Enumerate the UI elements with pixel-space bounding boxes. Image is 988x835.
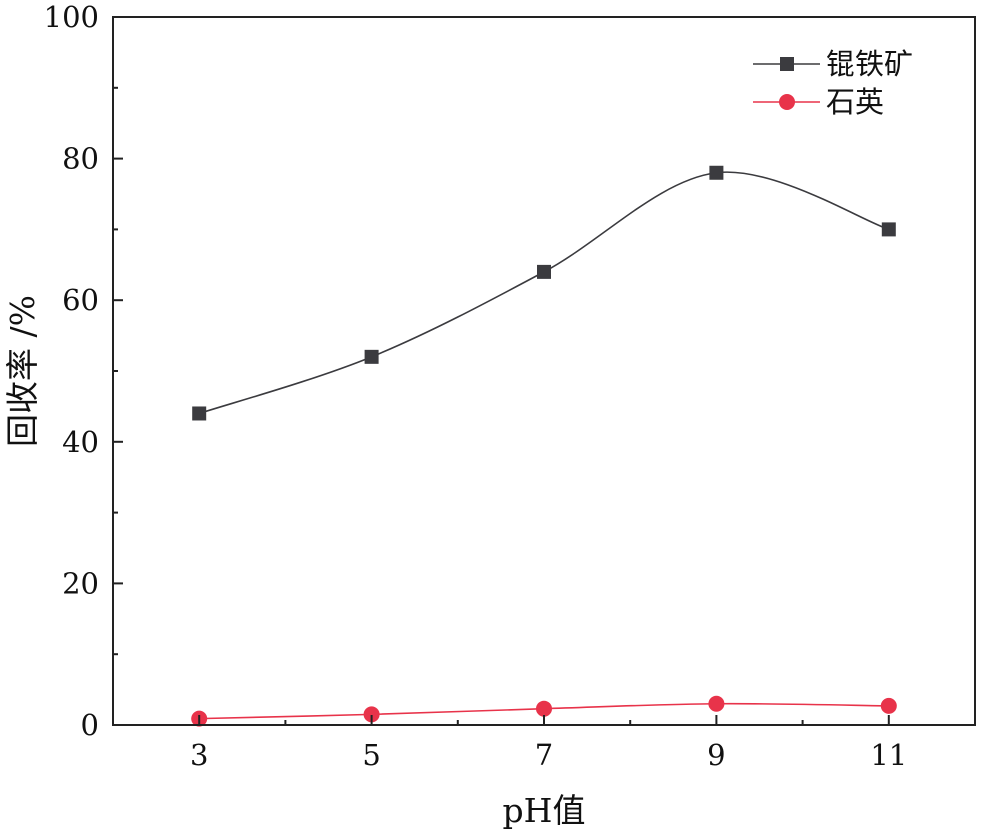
data-point-square xyxy=(192,406,207,421)
data-point-circle xyxy=(536,700,552,717)
legend-marker-square xyxy=(780,57,794,71)
y-axis-label: 回收率 /% xyxy=(3,295,42,447)
y-tick-label: 60 xyxy=(62,283,99,317)
y-axis-ticks: 0 20 40 60 80 100 xyxy=(44,0,123,742)
data-point-circle xyxy=(880,697,897,714)
legend-marker-circle xyxy=(779,94,795,110)
x-tick-label: 3 xyxy=(190,738,208,772)
x-tick-label: 5 xyxy=(362,738,380,772)
data-point-circle xyxy=(708,695,725,712)
data-point-circle xyxy=(363,706,380,723)
x-axis-label: pH值 xyxy=(503,791,586,830)
data-point-square xyxy=(709,165,724,180)
data-point-square xyxy=(364,349,379,364)
y-tick-label: 100 xyxy=(44,0,99,34)
fit-curves xyxy=(198,171,890,720)
series-line-1 xyxy=(198,171,890,415)
y-tick-label: 20 xyxy=(62,566,99,600)
y-tick-label: 80 xyxy=(62,142,99,176)
data-point-square xyxy=(881,222,896,237)
plot-frame xyxy=(112,16,976,726)
y-tick-label: 0 xyxy=(81,708,99,742)
x-tick-label: 7 xyxy=(535,738,553,772)
x-tick-label: 9 xyxy=(707,738,725,772)
data-point-square xyxy=(537,264,551,279)
data-markers xyxy=(191,165,897,727)
y-tick-label: 40 xyxy=(62,425,99,459)
x-axis-ticks: 3 5 7 9 11 xyxy=(190,715,976,772)
legend-label: 锟铁矿 xyxy=(826,47,913,81)
legend-label: 石英 xyxy=(826,85,884,119)
x-tick-label: 11 xyxy=(870,738,907,772)
